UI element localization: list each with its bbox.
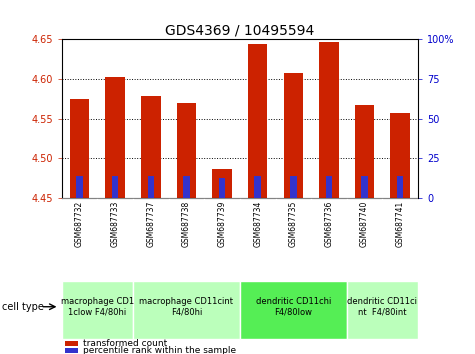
Bar	[390, 113, 410, 198]
Bar	[290, 176, 296, 198]
Bar	[76, 176, 83, 198]
Bar	[319, 42, 339, 198]
Bar	[105, 77, 125, 198]
Text: GSM687735: GSM687735	[289, 201, 298, 247]
Text: cell type: cell type	[2, 302, 44, 312]
Bar	[284, 73, 303, 198]
Text: GSM687737: GSM687737	[146, 201, 155, 247]
Bar	[255, 176, 261, 198]
Title: GDS4369 / 10495594: GDS4369 / 10495594	[165, 24, 314, 38]
Bar	[347, 281, 418, 339]
Bar	[355, 105, 374, 198]
Text: macrophage CD11cint
F4/80hi: macrophage CD11cint F4/80hi	[140, 297, 233, 316]
Bar	[397, 176, 403, 198]
Bar	[65, 348, 78, 353]
Bar	[133, 281, 240, 339]
Bar	[70, 99, 89, 198]
Text: macrophage CD1
1clow F4/80hi: macrophage CD1 1clow F4/80hi	[61, 297, 134, 316]
Bar	[248, 44, 267, 198]
Text: dendritic CD11ci
nt  F4/80int: dendritic CD11ci nt F4/80int	[347, 297, 418, 316]
Bar	[62, 281, 133, 339]
Bar	[219, 178, 225, 198]
Bar	[361, 176, 368, 198]
Bar	[240, 281, 347, 339]
Text: percentile rank within the sample: percentile rank within the sample	[83, 346, 236, 354]
Text: GSM687738: GSM687738	[182, 201, 191, 247]
Bar	[183, 176, 190, 198]
Text: GSM687740: GSM687740	[360, 201, 369, 247]
Bar	[112, 176, 118, 198]
Text: GSM687736: GSM687736	[324, 201, 333, 247]
Text: transformed count: transformed count	[83, 339, 167, 348]
Text: GSM687739: GSM687739	[218, 201, 227, 247]
Text: GSM687734: GSM687734	[253, 201, 262, 247]
Text: GSM687741: GSM687741	[396, 201, 405, 247]
Bar	[65, 341, 78, 346]
Bar	[177, 103, 196, 198]
Bar	[148, 176, 154, 198]
Bar	[326, 176, 332, 198]
Text: GSM687732: GSM687732	[75, 201, 84, 247]
Text: GSM687733: GSM687733	[111, 201, 120, 247]
Bar	[141, 96, 161, 198]
Text: dendritic CD11chi
F4/80low: dendritic CD11chi F4/80low	[256, 297, 331, 316]
Bar	[212, 169, 232, 198]
